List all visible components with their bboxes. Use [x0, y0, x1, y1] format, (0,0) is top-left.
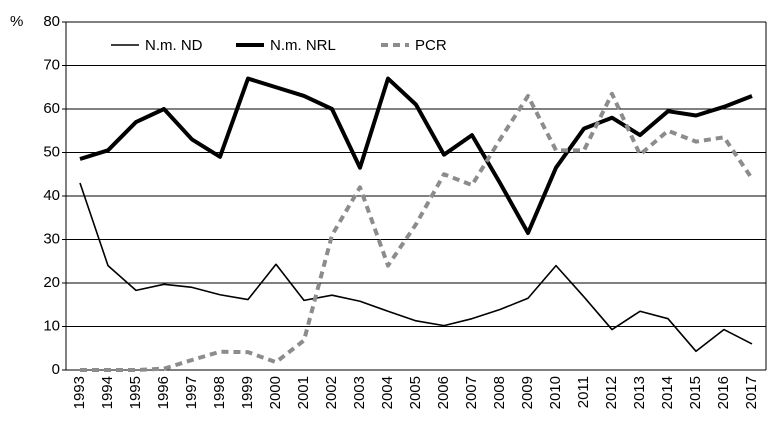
series-line	[79, 182, 753, 353]
series-line	[80, 91, 754, 372]
x-tick-label: 2013	[631, 376, 648, 409]
x-tick-label: 1994	[99, 376, 116, 409]
y-axis-label: %	[10, 13, 23, 30]
y-tick-label: 70	[43, 56, 60, 73]
x-tick-label: 2003	[351, 376, 368, 409]
x-tick-label: 2017	[743, 376, 760, 409]
x-tick-label: 1997	[183, 376, 200, 409]
series-line	[79, 76, 753, 235]
y-tick-label: 80	[43, 13, 60, 30]
y-tick-label: 30	[43, 230, 60, 247]
x-tick-label: 1995	[127, 376, 144, 409]
x-tick-label: 2007	[463, 376, 480, 409]
y-tick-label: 10	[43, 317, 60, 334]
x-tick-label: 2010	[547, 376, 564, 409]
legend-label: N.m. ND	[145, 37, 203, 54]
x-tick-label: 2012	[603, 376, 620, 409]
y-tick-label: 60	[43, 100, 60, 117]
x-tick-label: 2015	[687, 376, 704, 409]
x-tick-label: 1998	[211, 376, 228, 409]
x-tick-label: 2009	[519, 376, 536, 409]
x-tick-label: 1993	[71, 376, 88, 409]
x-tick-label: 2016	[715, 376, 732, 409]
legend-label: PCR	[415, 37, 447, 54]
x-tick-label: 2002	[323, 376, 340, 409]
y-tick-label: 50	[43, 143, 60, 160]
legend-bg	[106, 33, 486, 57]
x-tick-label: 2000	[267, 376, 284, 409]
x-tick-label: 2014	[659, 376, 676, 409]
x-tick-label: 2008	[491, 376, 508, 409]
y-tick-label: 0	[52, 361, 60, 378]
x-tick-label: 2004	[379, 376, 396, 409]
x-tick-label: 2005	[407, 376, 424, 409]
legend-label: N.m. NRL	[270, 37, 336, 54]
y-tick-label: 40	[43, 187, 60, 204]
x-tick-label: 1999	[239, 376, 256, 409]
x-tick-label: 1996	[155, 376, 172, 409]
x-tick-label: 2001	[295, 376, 312, 409]
x-tick-label: 2006	[435, 376, 452, 409]
x-tick-label: 2011	[575, 376, 592, 408]
y-tick-label: 20	[43, 274, 60, 291]
